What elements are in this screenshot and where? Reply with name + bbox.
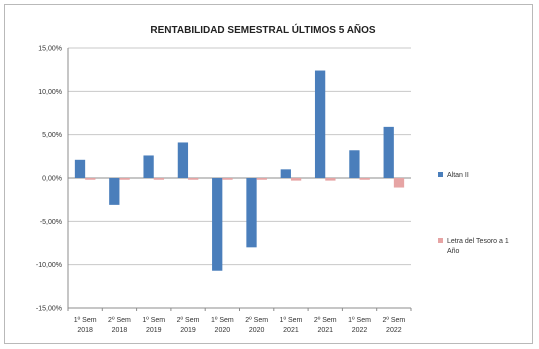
- bar-letra-tesoro: [393, 178, 405, 188]
- bar-altan-ii: [177, 142, 189, 178]
- legend-swatch: [438, 238, 443, 243]
- bar-altan-ii: [383, 126, 394, 178]
- y-tick-label: 0,00%: [42, 176, 62, 183]
- bar-altan-ii: [212, 178, 223, 271]
- chart-frame: [4, 4, 533, 344]
- bars: [74, 70, 405, 271]
- bar-letra-tesoro: [256, 178, 267, 180]
- bar-altan-ii: [143, 155, 154, 178]
- legend-label: Año: [447, 248, 460, 255]
- bar-letra-tesoro: [222, 178, 233, 180]
- legend: Altan II Letra del Tesoro a 1 Año: [438, 172, 509, 255]
- y-tick-label: -15,00%: [36, 306, 62, 313]
- x-tick-label: 2022: [352, 327, 368, 334]
- y-tick-label: -5,00%: [40, 219, 62, 226]
- x-tick-label: 1º Sem: [211, 317, 234, 324]
- legend-label: Letra del Tesoro a 1: [447, 238, 509, 245]
- y-tick-label: 10,00%: [38, 89, 62, 96]
- x-tick-label: 2º Sem: [245, 317, 268, 324]
- x-tick-label: 2022: [386, 327, 402, 334]
- bar-letra-tesoro: [153, 178, 165, 180]
- x-tick-label: 2021: [283, 327, 299, 334]
- bar-letra-tesoro: [325, 178, 336, 181]
- y-axis: 15,00% 10,00% 5,00% 0,00% -5,00% -10,00% -15,0…: [36, 46, 69, 313]
- x-tick-label: 1º Sem: [142, 317, 165, 324]
- bar-altan-ii: [74, 159, 86, 178]
- x-tick-label: 2º Sem: [382, 317, 405, 324]
- y-tick-label: -10,00%: [36, 262, 62, 269]
- bar-altan-ii: [349, 150, 360, 178]
- x-tick-label: 2019: [146, 327, 162, 334]
- x-tick-label: 2º Sem: [108, 317, 131, 324]
- bar-altan-ii: [246, 178, 257, 248]
- bar-letra-tesoro: [359, 178, 370, 180]
- y-tick-label: 15,00%: [38, 46, 62, 53]
- x-tick-label: 2019: [180, 327, 196, 334]
- legend-swatch: [438, 172, 443, 177]
- x-tick-label: 2021: [317, 327, 333, 334]
- x-axis: 1º Sem 2018 2º Sem 2018 1º Sem 2019 2º Sem 2019…: [67, 307, 412, 334]
- x-tick-label: 1º Sem: [280, 317, 303, 324]
- bar-altan-ii: [280, 169, 291, 178]
- y-tick-label: 5,00%: [42, 132, 62, 139]
- x-tick-label: 2º Sem: [177, 317, 200, 324]
- bar-altan-ii: [314, 70, 326, 178]
- bar-letra-tesoro: [119, 178, 130, 180]
- x-tick-label: 2020: [249, 327, 265, 334]
- x-tick-label: 2020: [215, 327, 231, 334]
- x-tick-label: 1º Sem: [74, 317, 97, 324]
- bar-letra-tesoro: [290, 178, 302, 181]
- bar-letra-tesoro: [85, 178, 96, 180]
- x-tick-label: 2018: [112, 327, 128, 334]
- bar-altan-ii: [109, 178, 120, 205]
- x-tick-label: 2º Sem: [314, 317, 337, 324]
- bar-letra-tesoro: [188, 178, 199, 180]
- x-tick-label: 1º Sem: [348, 317, 371, 324]
- legend-label: Altan II: [447, 172, 469, 179]
- chart-title: RENTABILIDAD SEMESTRAL ÚLTIMOS 5 AÑOS: [150, 23, 376, 36]
- x-tick-label: 2018: [77, 327, 93, 334]
